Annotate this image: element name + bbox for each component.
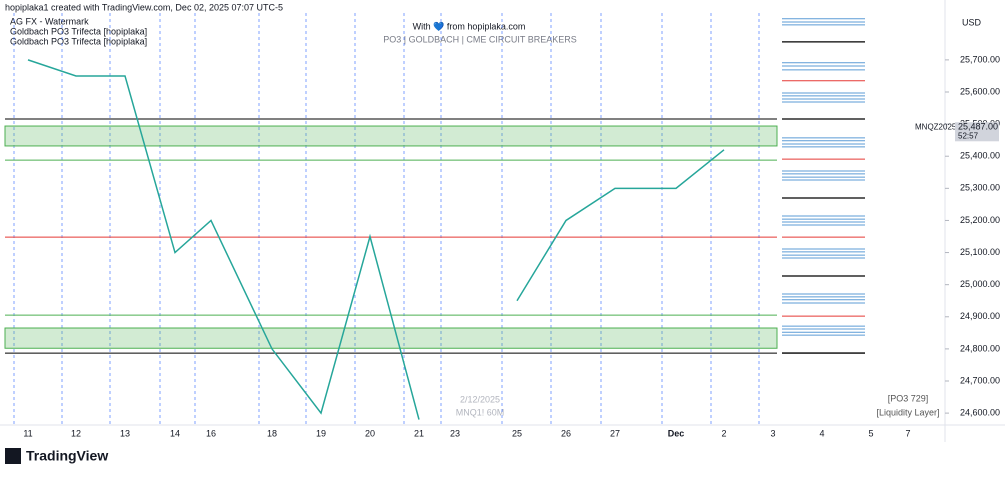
y-tick-label: 25,400.00: [960, 151, 1000, 161]
watermark: With 💙 from hopiplaka.com: [413, 21, 526, 31]
x-tick-label: 25: [512, 428, 522, 438]
price-badge: [955, 122, 999, 142]
price-line: [27, 59, 725, 420]
zone: [4, 327, 778, 349]
watermark-date: 2/12/2025: [460, 394, 500, 404]
x-tick-label: 27: [610, 428, 620, 438]
x-tick-label: 7: [905, 428, 910, 438]
series-name: MNQZ2025: [915, 122, 957, 131]
x-tick-label: 19: [316, 428, 326, 438]
indicator: Goldbach PO3 Trifecta [hopiplaka]: [10, 26, 147, 36]
watermark-symbol: MNQ1! 60M: [456, 407, 505, 417]
y-tick-label: 25,700.00: [960, 54, 1000, 64]
x-tick-label: 18: [267, 428, 277, 438]
x-tick-label: 11: [23, 428, 32, 438]
x-tick-label: 13: [120, 428, 130, 438]
y-tick-label: 24,600.00: [960, 407, 1000, 417]
y-tick-label: 25,000.00: [960, 279, 1000, 289]
logo: [5, 448, 21, 464]
y-tick-label: 24,800.00: [960, 343, 1000, 353]
x-tick-label: 3: [770, 428, 775, 438]
x-tick-label: 14: [170, 428, 180, 438]
indicator: AG FX - Watermark: [10, 16, 89, 26]
note: [PO3 729]: [888, 393, 929, 403]
x-tick-label: Dec: [668, 428, 685, 438]
note: [Liquidity Layer]: [876, 407, 939, 417]
x-tick-label: 12: [71, 428, 81, 438]
x-tick-label: 2: [721, 428, 726, 438]
y-tick-label: 25,600.00: [960, 86, 1000, 96]
x-tick-label: 23: [450, 428, 460, 438]
x-tick-label: 21: [414, 428, 424, 438]
x-tick-label: 5: [868, 428, 873, 438]
timer: 52:57: [958, 131, 979, 140]
header: hopiplaka1 created with TradingView.com,…: [5, 2, 283, 12]
x-tick-label: 20: [365, 428, 375, 438]
y-tick-label: 25,200.00: [960, 215, 1000, 225]
y-tick-label: 25,300.00: [960, 183, 1000, 193]
last-price: 25,487.00: [958, 122, 998, 132]
brand: TradingView: [26, 448, 108, 464]
x-tick-label: 26: [561, 428, 571, 438]
x-tick-label: 16: [206, 428, 216, 438]
zone: [4, 125, 778, 147]
watermark: PO3 | GOLDBACH | CME CIRCUIT BREAKERS: [383, 34, 577, 44]
x-tick-label: 4: [819, 428, 824, 438]
indicator: Goldbach PO3 Trifecta [hopiplaka]: [10, 36, 147, 46]
y-tick-label: 25,100.00: [960, 247, 1000, 257]
currency: USD: [962, 17, 982, 27]
y-tick-label: 24,900.00: [960, 311, 1000, 321]
y-tick-label: 24,700.00: [960, 375, 1000, 385]
